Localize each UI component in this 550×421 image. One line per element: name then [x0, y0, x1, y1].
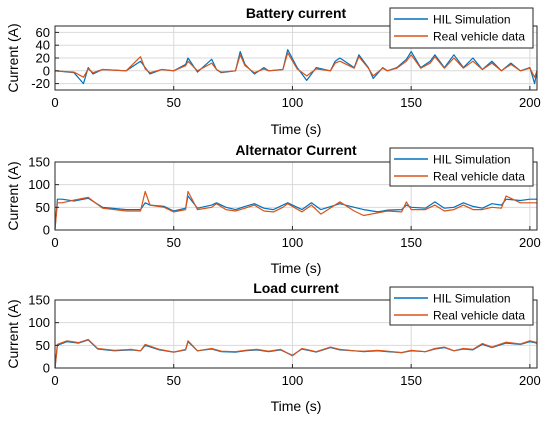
legend-label: Real vehicle data — [433, 309, 525, 323]
x-tick-label: 0 — [51, 235, 58, 250]
legend-label: HIL Simulation — [433, 292, 511, 306]
legend-label: HIL Simulation — [433, 13, 511, 27]
x-tick-label: 200 — [519, 95, 541, 110]
y-axis-label: Current (A) — [5, 299, 21, 368]
series-line-hil-simulation — [54, 49, 538, 85]
y-tick-label: 60 — [36, 25, 50, 40]
axes-frame — [54, 161, 538, 231]
x-axis-label: Time (s) — [271, 121, 322, 137]
chart-title: Load current — [253, 280, 339, 296]
y-tick-label: 100 — [28, 315, 50, 330]
x-tick-label: 0 — [51, 373, 58, 388]
x-tick-label: 150 — [400, 373, 422, 388]
series-line-hil-simulation — [54, 195, 537, 230]
x-tick-label: 50 — [166, 95, 180, 110]
legend-label: Real vehicle data — [433, 30, 525, 44]
legend-box — [389, 7, 534, 49]
y-tick-label: 0 — [43, 361, 50, 376]
chart-panel-2: 0 50 100 150 200 0 50 100 150 Alternator Current T… — [5, 142, 541, 276]
x-tick-label: 100 — [282, 235, 304, 250]
legend: HIL Simulation Real vehicle data — [389, 147, 534, 187]
x-axis-label: Time (s) — [271, 260, 322, 276]
legend: HIL Simulation Real vehicle data — [389, 7, 534, 49]
y-tick-label: 100 — [28, 177, 50, 192]
y-axis-label: Current (A) — [5, 23, 21, 92]
series-line-real-vehicle-data — [54, 338, 538, 369]
x-tick-label: 0 — [51, 95, 58, 110]
x-tick-label: 100 — [282, 373, 304, 388]
series-line-real-vehicle-data — [54, 52, 538, 78]
x-tick-label: 50 — [166, 373, 180, 388]
y-tick-label: 50 — [36, 338, 50, 353]
x-tick-label: 200 — [519, 373, 541, 388]
x-tick-label: 150 — [400, 235, 422, 250]
x-tick-label: 50 — [166, 235, 180, 250]
y-axis-label: Current (A) — [5, 161, 21, 230]
y-tick-label: 150 — [28, 155, 50, 170]
y-tick-label: 40 — [36, 38, 50, 53]
chart-title: Battery current — [246, 5, 347, 21]
x-tick-label: 200 — [519, 235, 541, 250]
series-line-real-vehicle-data — [54, 190, 537, 230]
axes-frame — [54, 299, 538, 369]
legend-label: HIL Simulation — [433, 153, 511, 167]
chart-panel-3: 0 50 100 150 200 0 50 100 150 Load current Time (s… — [5, 280, 541, 414]
legend: HIL Simulation Real vehicle data — [389, 286, 534, 326]
y-tick-label: 50 — [36, 200, 50, 215]
x-axis-label: Time (s) — [271, 398, 322, 414]
legend-box — [389, 286, 534, 326]
y-tick-label: 0 — [43, 63, 50, 78]
y-tick-label: 150 — [28, 293, 50, 308]
chart-title: Alternator Current — [235, 142, 357, 158]
y-tick-label: 0 — [43, 223, 50, 238]
legend-box — [389, 147, 534, 187]
y-tick-label: 20 — [36, 51, 50, 66]
legend-label: Real vehicle data — [433, 170, 525, 184]
y-tick-label: -20 — [31, 76, 50, 91]
x-tick-label: 100 — [282, 95, 304, 110]
x-tick-label: 150 — [400, 95, 422, 110]
